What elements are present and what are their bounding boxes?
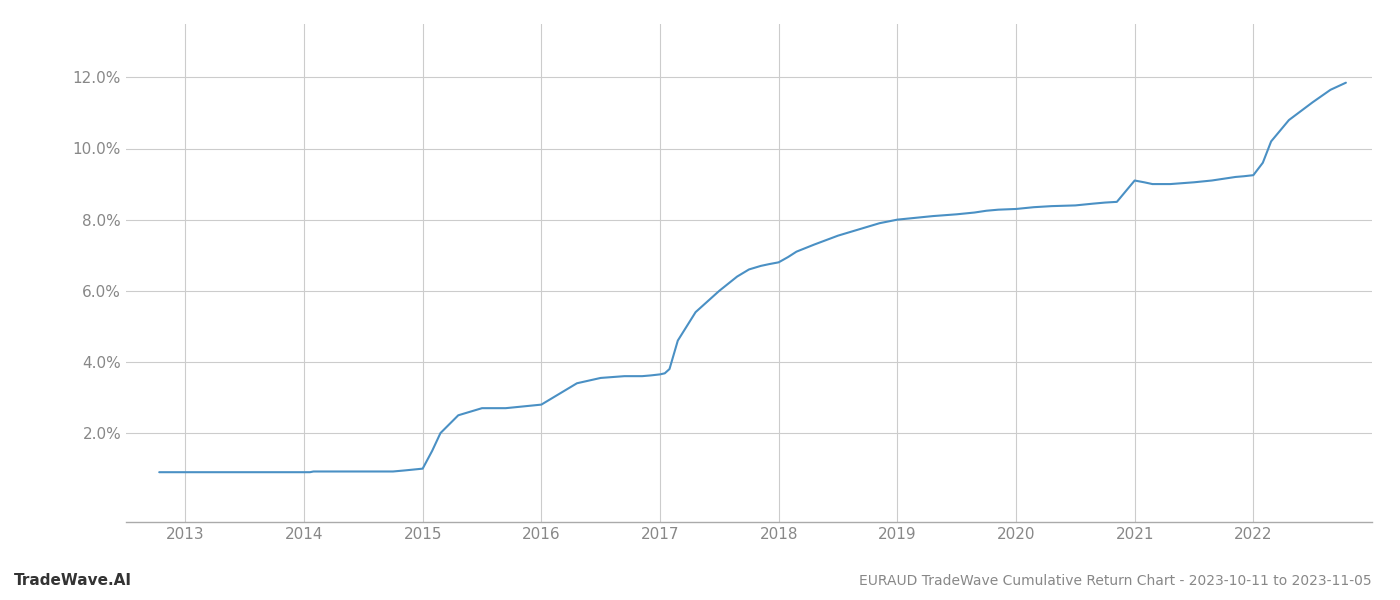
Text: EURAUD TradeWave Cumulative Return Chart - 2023-10-11 to 2023-11-05: EURAUD TradeWave Cumulative Return Chart…: [860, 574, 1372, 588]
Text: TradeWave.AI: TradeWave.AI: [14, 573, 132, 588]
